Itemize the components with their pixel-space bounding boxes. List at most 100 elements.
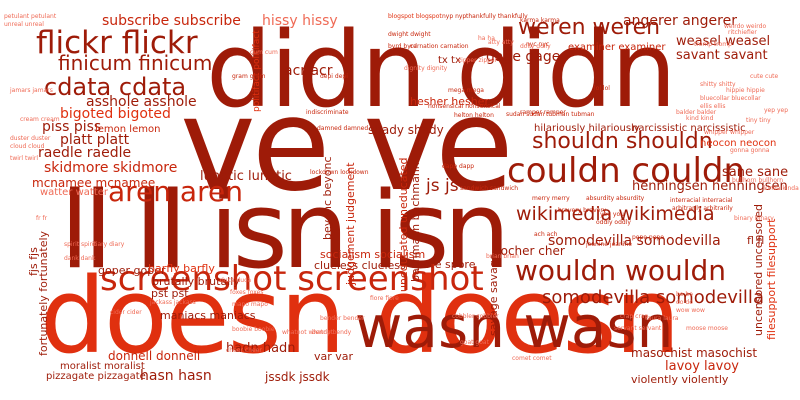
tiny-word: jamars jamars [10,87,53,94]
tiny-word: nyp nyp [442,13,467,20]
word-fjs: fjs fjs [27,247,40,276]
word-hesher: hesher hesher [410,95,489,108]
tiny-word: mega mega [448,87,484,94]
tiny-word: fiore fiore [370,295,399,302]
tiny-word: pepe pepe [632,234,664,241]
tiny-word: ramper ramper [520,109,566,116]
tiny-word: binary binary [734,215,774,222]
word-gage: gage gage [486,49,561,65]
tiny-word: brian brian [486,253,519,260]
tiny-word: servant servant [614,325,662,332]
tiny-word: cum cum [250,49,278,56]
tiny-word: yep yep [764,107,789,114]
word-pst: pst pst [151,287,189,300]
tiny-word: bo bo [676,291,693,298]
tiny-word: damned damned [317,125,369,132]
tiny-word: hippie hippie [726,87,765,94]
tiny-word: interracial interracial [670,197,733,204]
tiny-word: weirdo weirdo [724,23,767,30]
tiny-word: diary diary [92,241,125,248]
tiny-word: dank dank [64,255,96,262]
tiny-word: shitty shitty [700,81,736,88]
tiny-word: bullhorn bullhorn [732,177,784,184]
word-subscribe: subscribe subscribe [102,13,241,29]
word-finicum: finicum finicum [58,51,213,75]
tiny-word: byrd byrd [388,43,417,50]
word-shady: shady shady [368,123,444,137]
tiny-word: arbitrarily arbitrarily [672,205,733,212]
word-brutally: brutally brutally [152,275,240,288]
word-platt: platt platt [60,132,130,148]
tiny-word: depi depi [320,73,348,80]
tiny-word: fr fr [36,215,48,222]
tiny-word: ha ha [478,35,495,42]
word-somodevilla-2: somodevilla somodevilla [548,233,721,249]
tiny-word: karma karma [520,17,560,24]
tiny-word: carnation carnation [410,43,469,50]
word-filesupport: filesupport filesupport [765,218,778,340]
word-hasn: hasn hasn [140,368,212,384]
word-lllisn: ll ll isn isn [60,169,511,292]
tiny-word: dignity dignity [404,65,448,72]
tiny-word: goat goat [460,339,489,346]
tiny-word: ach ach [534,231,558,238]
word-bigoted: bigoted bigoted [60,106,171,122]
tiny-word: dwight dwight [388,31,431,38]
word-uneducated: uneducated uneducated [397,157,410,292]
tiny-word: tiny tiny [746,117,771,124]
tiny-word: laura laura [646,315,679,322]
tiny-word: kinda kinda [764,185,799,192]
word-clueless: clueless clueless [314,259,406,272]
word-doesn: doesn doesn [40,255,681,377]
word-sane: sane sane [722,165,789,180]
word-savage: savage savage [487,253,500,336]
word-examiner: examiner examiner [568,42,666,53]
tiny-word: wow wow [676,307,705,314]
word-lavoy: lavoy lavoy [665,359,739,374]
word-fl: fl fl [747,234,765,247]
tiny-word: whatnot whatnot [282,329,334,336]
tiny-word: cheer cheer [226,347,262,354]
tiny-word: foxes foxes [230,289,264,296]
tiny-word: dapp dapp [442,163,475,170]
word-violently: violently violently [631,373,729,386]
tiny-word: spirit spirit [64,241,97,248]
tiny-word: blogspot blogspot [388,13,442,20]
word-angerer: angerer angerer [623,13,737,29]
tiny-word: helton helton [454,112,494,119]
word-cdata: cdata cdata [44,73,187,101]
word-screenshot: screenshot screenshot [100,259,484,299]
word-watter: watter watter [40,187,109,198]
tiny-word: jackass jackass [150,299,196,306]
word-raedle: raedle raedle [38,145,132,161]
word-couldn: couldn couldn [507,151,746,191]
word-somodevilla-1: somodevilla somodevilla [542,287,764,308]
tiny-word: lol lol [594,85,610,92]
word-judgement: judgement judgement [344,162,357,285]
word-jssdk: jssdk jssdk [265,370,330,384]
word-aren: aren aren [108,175,243,208]
tiny-word: comet comet [512,355,552,362]
word-moralist: moralist moralist [60,361,145,372]
word-skidmore: skidmore skidmore [44,160,178,176]
tiny-word: gonna gonna [730,147,770,154]
tiny-word: boobie boobie [232,326,275,333]
word-goper: goper goper [98,264,166,277]
word-acr: acr acr [284,63,333,79]
word-narcissistic: narcissistic narcissistic [632,123,746,134]
word-socialism: socialism socialism [320,248,426,261]
tiny-word: gram gram [232,73,266,80]
tiny-word: bluecollar bluecollar [700,95,761,102]
word-wikimedia: wikimedia wikimedia [516,203,715,225]
word-donnell: donnell donnell [108,349,201,363]
word-politifact: politifact politifact [252,30,262,112]
word-barfly: barfly barfly [148,262,215,275]
tiny-word: zipper zipper [458,57,498,64]
word-bachmann: bachmann bachmann [409,162,422,282]
word-js: js js [426,176,459,196]
tiny-word: cider cider [110,309,142,316]
tiny-word: oddly oddly [596,219,631,226]
word-hissy: hissy hissy [262,13,338,29]
word-bocher: bocher cher [493,244,565,258]
